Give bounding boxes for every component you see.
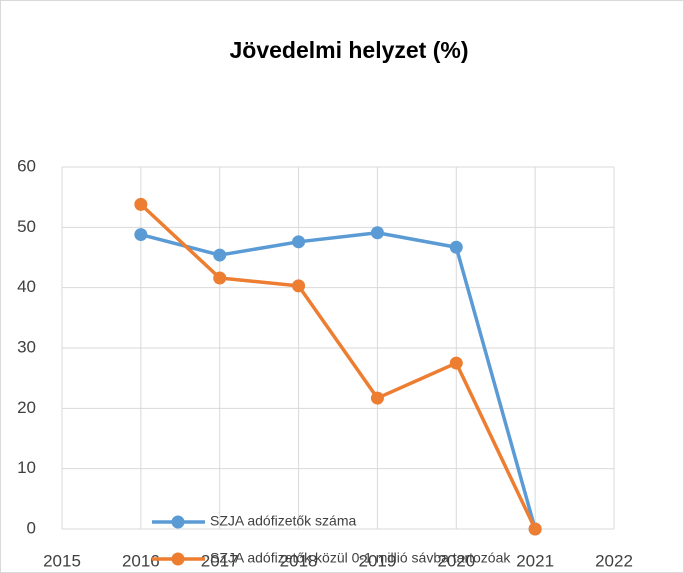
y-tick-label: 40 [17,277,36,296]
y-tick-label: 30 [17,337,36,356]
x-tick-label: 2022 [595,551,633,570]
y-tick-label: 10 [17,458,36,477]
data-point [292,279,306,293]
series-line [140,231,537,530]
data-point [213,248,227,262]
series-line [139,203,537,530]
data-point [134,228,148,242]
legend-marker [171,552,185,566]
x-tick-label: 2016 [122,551,160,570]
y-tick-label: 20 [17,398,36,417]
data-point [449,240,463,254]
x-tick-label: 2017 [201,551,239,570]
x-tick-label: 2020 [437,551,475,570]
data-point [134,197,148,211]
chart-title: Jövedelmi helyzet (%) [229,37,468,63]
x-tick-label: 2019 [359,551,397,570]
x-tick-label: 2021 [516,551,554,570]
data-point [370,391,384,405]
data-point [370,226,384,240]
legend-marker [171,515,185,529]
legend-label: SZJA adófizetők száma [210,513,357,529]
legend-label: SZJA adófizetők közül 0-1 millió sávba t… [210,550,511,566]
x-tick-label: 2018 [280,551,318,570]
y-tick-label: 60 [17,156,36,175]
data-point [449,356,463,370]
x-tick-label: 2015 [43,551,81,570]
data-point [292,235,306,249]
y-tick-label: 0 [27,518,36,537]
y-tick-label: 50 [17,217,36,236]
data-point [213,271,227,285]
data-point [528,522,542,536]
